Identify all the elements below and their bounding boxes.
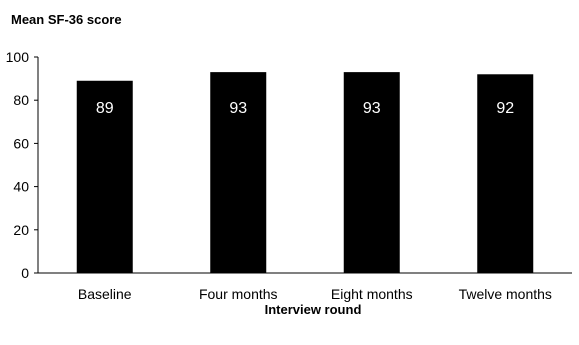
bar-value-label: 89 (96, 100, 114, 117)
y-axis-title: Mean SF-36 score (11, 12, 122, 27)
bar (210, 72, 267, 274)
x-axis-tick-labels: Baseline Four months Eight months Twelve mo… (78, 286, 552, 302)
bar-value-label: 93 (229, 100, 247, 117)
y-tick-label: 0 (21, 265, 29, 281)
bar (477, 74, 534, 273)
y-tick-label: 20 (13, 222, 29, 238)
x-tick-label: Eight months (331, 286, 413, 302)
y-tick-label: 80 (13, 92, 29, 108)
bar (343, 72, 400, 274)
x-tick-label: Twelve months (459, 286, 552, 302)
y-tick-label: 60 (13, 135, 29, 151)
bar-value-labels: 89 93 93 92 (96, 100, 514, 117)
bar-value-label: 92 (496, 100, 514, 117)
x-tick-label: Four months (199, 286, 278, 302)
x-tick-label: Baseline (78, 286, 132, 302)
x-axis-title: Interview round (265, 302, 362, 317)
bars (76, 72, 534, 274)
y-tick-label: 100 (6, 49, 30, 65)
y-tick-label: 40 (13, 179, 29, 195)
bar (76, 80, 133, 273)
bar-value-label: 93 (363, 100, 381, 117)
y-axis-ticks: 0 20 40 60 80 100 (6, 49, 38, 281)
